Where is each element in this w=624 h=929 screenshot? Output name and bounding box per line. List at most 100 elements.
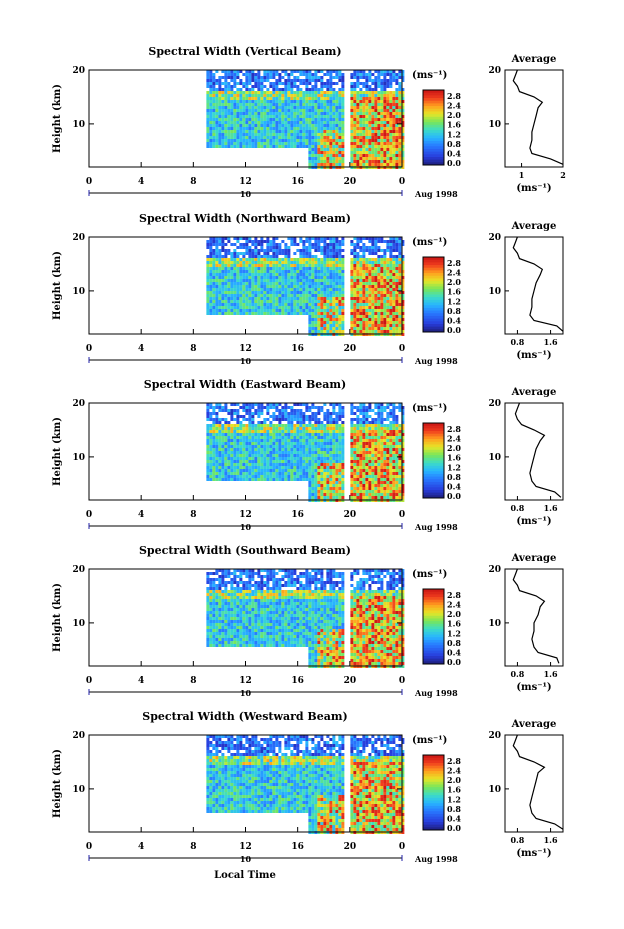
heatmap-cell <box>302 94 306 97</box>
heatmap-cell <box>350 312 354 315</box>
heatmap-cell <box>380 112 384 115</box>
heatmap-cell <box>308 273 312 276</box>
heatmap-cell <box>398 297 402 300</box>
heatmap-cell <box>353 324 357 327</box>
heatmap-cell <box>209 424 213 427</box>
heatmap-cell <box>263 273 267 276</box>
heatmap-cell <box>350 151 354 154</box>
heatmap-cell <box>209 451 213 454</box>
heatmap-cell <box>221 243 225 246</box>
heatmap-cell <box>335 327 339 330</box>
heatmap-cell <box>380 258 384 261</box>
heatmap-cell <box>401 115 405 118</box>
heatmap-cell <box>326 430 330 433</box>
heatmap-cell <box>242 415 246 418</box>
heatmap-cell <box>350 115 354 118</box>
heatmap-cell <box>401 315 405 318</box>
heatmap-cell <box>275 288 279 291</box>
heatmap-cell <box>386 282 390 285</box>
heatmap-cell <box>383 73 387 76</box>
heatmap-cell <box>251 243 255 246</box>
heatmap-cell <box>311 109 315 112</box>
heatmap-cell <box>356 139 360 142</box>
heatmap-cell <box>374 136 378 139</box>
heatmap-cell <box>239 309 243 312</box>
heatmap-cell <box>320 103 324 106</box>
heatmap-cell <box>227 145 231 148</box>
heatmap-cell <box>281 88 285 91</box>
heatmap-cell <box>293 294 297 297</box>
heatmap-cell <box>335 291 339 294</box>
heatmap-cell <box>233 300 237 303</box>
heatmap-cell <box>272 270 276 273</box>
heatmap-cell <box>233 73 237 76</box>
heatmap-cell <box>230 427 234 430</box>
heatmap-cell <box>266 475 270 478</box>
heatmap-cell <box>281 469 285 472</box>
heatmap-cell <box>311 415 315 418</box>
heatmap-cell <box>245 136 249 139</box>
heatmap-cell <box>236 124 240 127</box>
heatmap-cell <box>269 303 273 306</box>
heatmap-cell <box>206 279 210 282</box>
heatmap-cell <box>392 297 396 300</box>
heatmap-cell <box>377 270 381 273</box>
heatmap-cell <box>362 91 366 94</box>
heatmap-cell <box>305 306 309 309</box>
heatmap-cell <box>335 481 339 484</box>
colorbar-tick-label: 0.0 <box>447 325 461 335</box>
heatmap-cell <box>341 279 345 282</box>
heatmap-cell <box>395 243 399 246</box>
heatmap-cell <box>269 279 273 282</box>
heatmap-cell <box>356 270 360 273</box>
heatmap-cell <box>242 112 246 115</box>
heatmap-cell <box>308 139 312 142</box>
heatmap-cell <box>305 145 309 148</box>
heatmap-cell <box>332 303 336 306</box>
heatmap-cell <box>308 291 312 294</box>
heatmap-cell <box>398 154 402 157</box>
heatmap-cell <box>401 124 405 127</box>
heatmap-cell <box>257 145 261 148</box>
heatmap-cell <box>380 133 384 136</box>
heatmap-cell <box>212 430 216 433</box>
heatmap-cell <box>293 261 297 264</box>
heatmap-cell <box>230 85 234 88</box>
heatmap-cell <box>275 427 279 430</box>
heatmap-cell <box>257 136 261 139</box>
heatmap-cell <box>338 97 342 100</box>
heatmap-cell <box>329 312 333 315</box>
heatmap-cell <box>224 460 228 463</box>
heatmap-cell <box>230 88 234 91</box>
heatmap-cell <box>380 270 384 273</box>
heatmap-cell <box>308 91 312 94</box>
heatmap-cell <box>224 403 228 406</box>
heatmap-cell <box>359 94 363 97</box>
heatmap-cell <box>269 466 273 469</box>
heatmap-cell <box>227 82 231 85</box>
heatmap-cell <box>248 433 252 436</box>
heatmap-cell <box>368 288 372 291</box>
heatmap-cell <box>284 142 288 145</box>
heatmap-cell <box>269 294 273 297</box>
heatmap-cell <box>392 103 396 106</box>
colorbar-segment <box>423 122 444 126</box>
heatmap-cell <box>239 300 243 303</box>
heatmap-cell <box>320 157 324 160</box>
heatmap-cell <box>245 115 249 118</box>
heatmap-cell <box>338 240 342 243</box>
heatmap-cell <box>374 139 378 142</box>
heatmap-cell <box>353 130 357 133</box>
heatmap-cell <box>317 118 321 121</box>
heatmap-cell <box>248 112 252 115</box>
heatmap-cell <box>365 300 369 303</box>
heatmap-cell <box>356 297 360 300</box>
heatmap-cell <box>248 412 252 415</box>
heatmap-cell <box>362 112 366 115</box>
heatmap-cell <box>386 85 390 88</box>
heatmap-cell <box>314 463 318 466</box>
heatmap-cell <box>242 124 246 127</box>
heatmap-cell <box>356 103 360 106</box>
heatmap-cell <box>398 106 402 109</box>
heatmap-cell <box>272 115 276 118</box>
